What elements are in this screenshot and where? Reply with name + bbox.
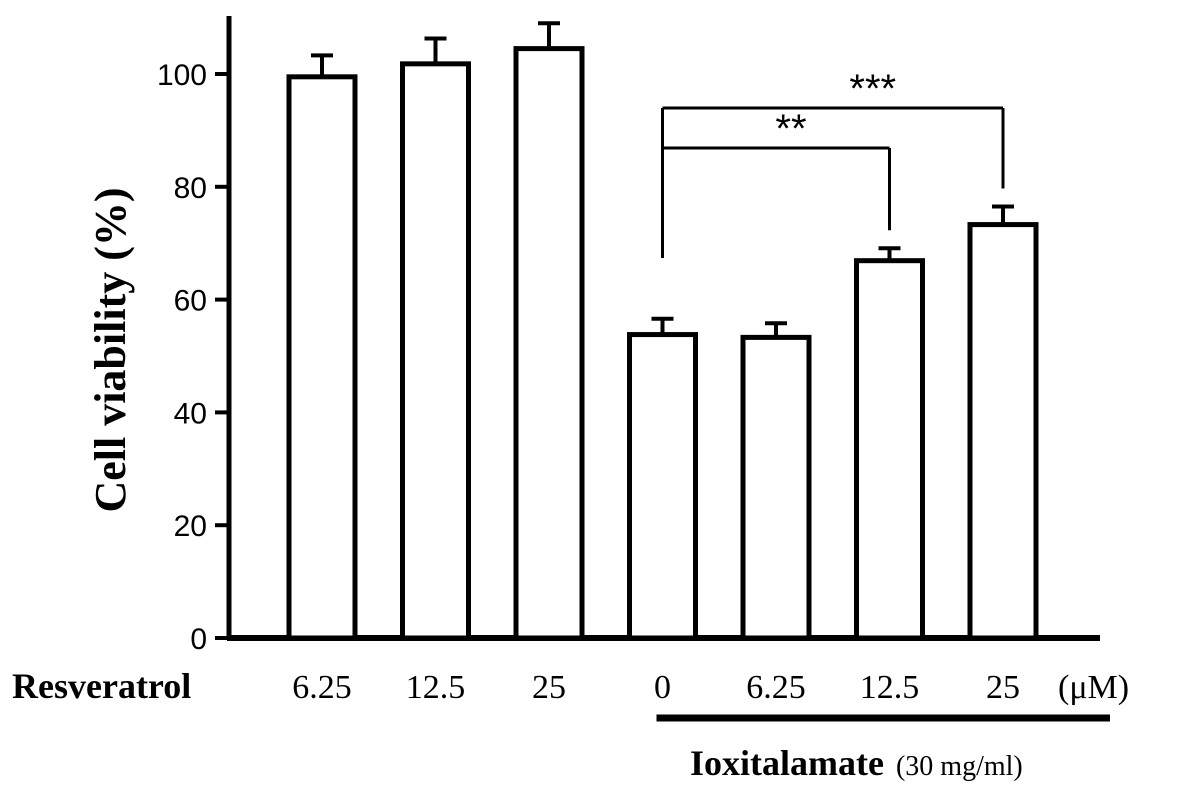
group-label-note: (30 mg/ml)	[896, 751, 1023, 782]
group-label-name: Ioxitalamate	[690, 743, 884, 783]
x-tick-label: 0	[654, 669, 671, 706]
x-tick-label: 25	[532, 669, 566, 706]
resveratrol-row-label: Resveratrol	[12, 666, 191, 706]
y-tick-label: 40	[174, 397, 207, 430]
bar	[286, 74, 358, 641]
y-tick-label: 80	[174, 172, 207, 205]
x-tick-label: 12.5	[860, 669, 920, 706]
significance-brackets: *****	[661, 67, 1005, 258]
y-tick-label: 0	[190, 623, 207, 656]
x-tick-label: 6.25	[746, 669, 806, 706]
significance-label: **	[775, 107, 806, 151]
y-axis-label: Cell viability (%)	[86, 187, 135, 512]
bar	[967, 222, 1039, 641]
y-tick-label: 20	[174, 510, 207, 543]
significance-label: ***	[849, 67, 896, 111]
bar	[740, 334, 812, 641]
y-tick-label: 60	[174, 285, 207, 318]
axes: 0 20 40 60 80 100	[157, 16, 1100, 656]
x-tick-label: 12.5	[406, 669, 466, 706]
bar	[627, 332, 698, 641]
unit-label: (μM)	[1058, 669, 1129, 706]
x-tick-label: 6.25	[292, 669, 352, 706]
bars: 6.25 12.5 25 0 6.25 12.5 25	[286, 21, 1039, 706]
bar	[513, 46, 585, 641]
bar	[854, 258, 925, 641]
bar	[400, 61, 471, 641]
y-tick-label: 100	[157, 59, 207, 92]
x-tick-label: 25	[986, 669, 1020, 706]
ioxitalamate-group-label: Ioxitalamate (30 mg/ml)	[690, 743, 1023, 783]
